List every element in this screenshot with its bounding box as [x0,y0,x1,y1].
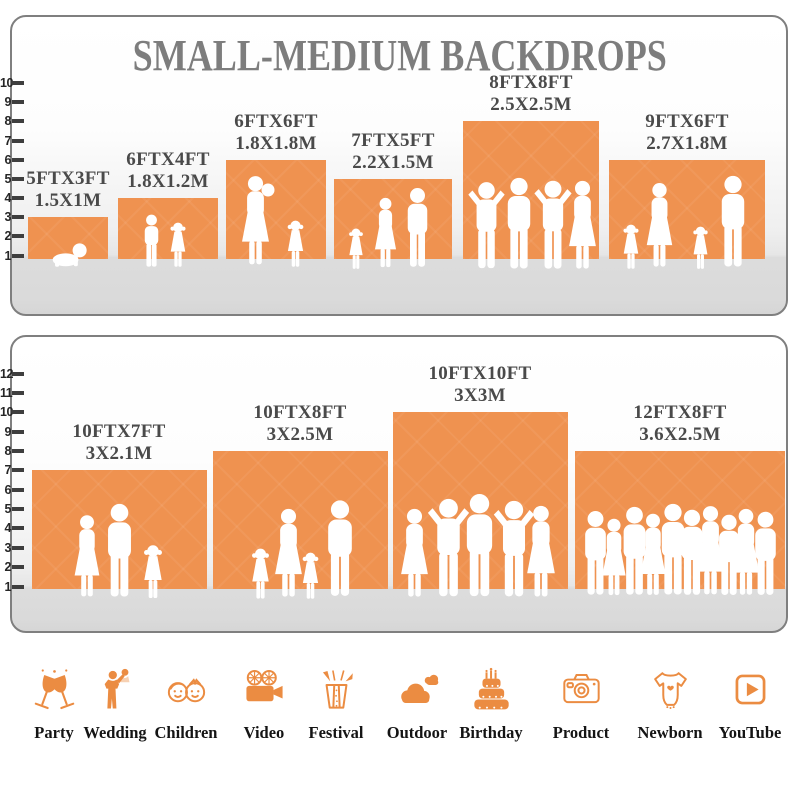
category-video: Video [209,666,319,743]
backdrop-7x5ft [334,179,452,259]
size-label: 8FTX8FT 2.5X2.5M [489,72,573,115]
ruler-tick: 7 [0,134,24,148]
ruler-tick: 3 [0,210,24,224]
category-label: Party [34,723,74,742]
ruler-tick: 10 [0,405,24,419]
outdoor-icon [400,674,438,704]
size-label: 10FTX8FT 3X2.5M [253,402,347,445]
ruler-tick: 11 [0,386,24,400]
youtube-icon [735,674,765,705]
category-label: Outdoor [386,723,448,742]
category-product: Product [526,666,636,743]
category-children: Children [131,666,241,743]
category-newborn: Newborn [615,666,725,743]
category-label: Birthday [459,723,523,742]
backdrop-9x6ft [609,160,765,259]
wedding-icon [104,668,130,709]
ruler-tick: 2 [0,560,24,574]
size-label: 7FTX5FT 2.2X1.5M [351,130,435,173]
ruler-tick: 5 [0,172,24,186]
ruler-tick: 1 [0,249,24,263]
ruler-tick: 9 [0,95,24,109]
backdrop-8x8ft [463,121,599,259]
category-birthday: Birthday [436,666,546,743]
birthday-icon [473,667,509,710]
backdrop-10x8ft [213,451,388,589]
ruler-tick: 4 [0,191,24,205]
category-label: Festival [308,723,364,742]
size-label: 10FTX10FT 3X3M [428,363,532,406]
category-outdoor: Outdoor [362,666,472,743]
product-icon [562,674,600,704]
ruler-tick: 12 [0,367,24,381]
ruler-tick: 10 [0,76,24,90]
backdrop-12x8ft [575,451,785,589]
backdrop-6x4ft [118,198,218,259]
ruler-tick: 8 [0,444,24,458]
size-label: 10FTX7FT 3X2.1M [72,421,166,464]
category-festival: Festival [281,666,391,743]
size-label: 6FTX6FT 1.8X1.8M [234,111,318,154]
festival-icon [322,670,353,709]
page-title: SMALL-MEDIUM BACKDROPS [132,31,668,80]
size-label: 6FTX4FT 1.8X1.2M [126,149,210,192]
video-icon [245,669,283,702]
ruler-tick: 9 [0,425,24,439]
ruler-tick: 4 [0,521,24,535]
category-wedding: Wedding [60,666,170,743]
category-label: Wedding [83,723,147,742]
category-party: Party [0,666,109,743]
backdrop-10x7ft [32,470,207,589]
category-youtube: YouTube [695,666,800,743]
backdrop-10x10ft [393,412,568,589]
newborn-icon [653,672,687,710]
size-label: 12FTX8FT 3.6X2.5M [633,402,727,445]
children-icon [167,678,205,703]
ruler-tick: 8 [0,114,24,128]
category-label: YouTube [718,723,782,742]
party-icon [34,669,74,710]
size-label: 5FTX3FT 1.5X1M [26,168,110,211]
category-label: Product [552,723,610,742]
ruler-tick: 1 [0,580,24,594]
ruler-tick: 3 [0,541,24,555]
ruler-tick: 6 [0,483,24,497]
category-label: Video [243,723,285,742]
ruler-tick: 7 [0,463,24,477]
category-label: Children [154,723,218,742]
ruler-tick: 5 [0,502,24,516]
ruler-tick: 6 [0,153,24,167]
size-label: 9FTX6FT 2.7X1.8M [645,111,729,154]
ruler-tick: 2 [0,229,24,243]
category-label: Newborn [637,723,703,742]
backdrop-5x3ft [28,217,108,259]
